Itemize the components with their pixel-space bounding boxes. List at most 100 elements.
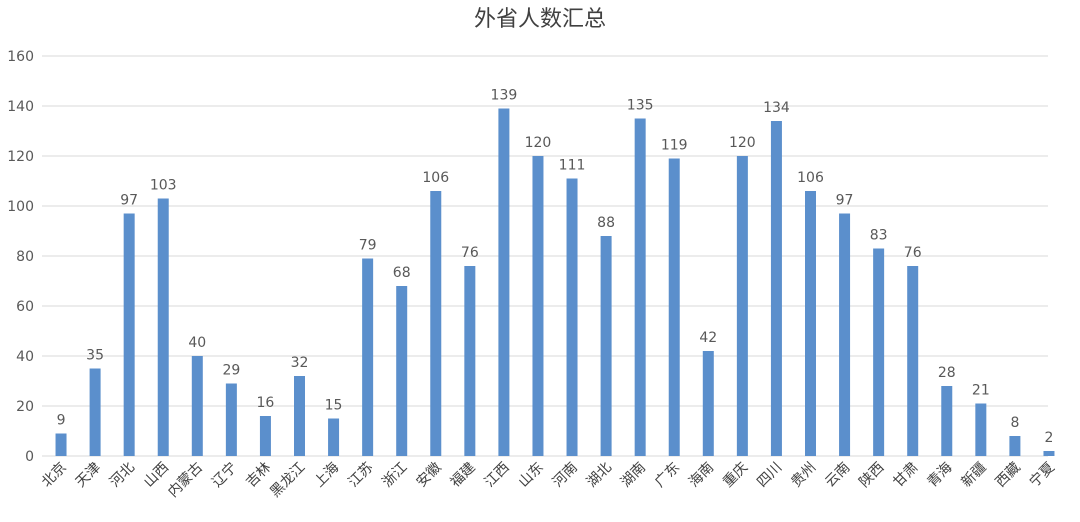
bar: [975, 403, 987, 456]
bar: [55, 433, 67, 456]
bar: [702, 351, 714, 456]
data-label: 134: [763, 100, 790, 116]
bar: [498, 108, 510, 456]
data-label: 106: [797, 170, 824, 186]
bar: [123, 213, 135, 456]
y-tick-label: 60: [16, 299, 34, 315]
x-category-label: 河南: [550, 460, 581, 491]
bar: [89, 368, 101, 456]
y-tick-label: 0: [25, 449, 34, 465]
x-category-label: 浙江: [379, 460, 410, 491]
data-label: 103: [150, 178, 177, 194]
data-label: 2: [1045, 430, 1054, 446]
data-label: 68: [393, 265, 411, 281]
bar: [259, 416, 271, 456]
data-label: 32: [291, 355, 309, 371]
data-label: 28: [938, 365, 956, 381]
x-category-label: 新疆: [959, 460, 990, 491]
data-labels: 9 35 97 103 40 29 16 32 15 79 68 106 76 139 120 111 88 13…: [57, 88, 1054, 447]
x-category-label: 广东: [652, 460, 683, 491]
data-label: 97: [836, 193, 854, 209]
data-label: 15: [325, 398, 343, 414]
gridlines: [42, 55, 1048, 457]
bar: [191, 356, 203, 456]
x-category-label: 河北: [107, 460, 138, 491]
x-category-label: 甘肃: [890, 460, 921, 491]
bar: [770, 121, 782, 456]
bar: [396, 286, 408, 456]
y-axis-ticks: 0 20 40 60 80 100 120 140 160: [7, 49, 34, 465]
x-category-label: 陕西: [856, 460, 887, 491]
bar: [157, 198, 169, 456]
y-tick-label: 40: [16, 349, 34, 365]
x-category-label: 云南: [822, 460, 853, 491]
bar: [736, 156, 748, 456]
y-tick-label: 160: [7, 49, 34, 65]
data-label: 106: [422, 170, 449, 186]
bar: [839, 213, 851, 456]
bar: [873, 248, 885, 456]
y-tick-label: 20: [16, 399, 34, 415]
bars: [55, 108, 1055, 456]
data-label: 76: [904, 245, 922, 261]
data-label: 76: [461, 245, 479, 261]
bar: [464, 266, 476, 456]
bar: [532, 156, 544, 456]
x-category-label: 湖南: [618, 460, 649, 491]
x-category-label: 天津: [73, 460, 104, 491]
bar: [328, 418, 340, 456]
bar: [907, 266, 919, 456]
x-category-label: 江西: [482, 460, 513, 491]
x-category-label: 青海: [924, 460, 955, 491]
data-label: 120: [729, 135, 756, 151]
x-category-label: 四川: [754, 460, 785, 491]
data-label: 16: [257, 395, 275, 411]
bar: [600, 236, 612, 456]
data-label: 35: [86, 348, 104, 364]
data-label: 9: [57, 413, 66, 429]
bar: [1009, 436, 1021, 456]
bar: [634, 118, 646, 456]
data-label: 135: [627, 98, 654, 114]
x-category-label: 内蒙古: [165, 460, 206, 501]
x-category-label: 上海: [311, 460, 342, 491]
x-category-label: 山东: [516, 460, 547, 491]
y-tick-label: 140: [7, 99, 34, 115]
bar: [805, 191, 816, 456]
bar: [362, 258, 374, 456]
x-category-label: 江苏: [345, 460, 376, 491]
x-category-label: 黑龙江: [267, 460, 308, 501]
data-label: 21: [972, 383, 990, 399]
data-label: 83: [870, 228, 888, 244]
data-label: 120: [525, 135, 552, 151]
data-label: 111: [559, 158, 586, 174]
bar: [294, 376, 305, 456]
x-category-label: 北京: [39, 460, 70, 491]
data-label: 79: [359, 238, 377, 254]
data-label: 88: [597, 215, 615, 231]
x-category-label: 湖北: [584, 460, 615, 491]
x-category-label: 海南: [686, 460, 717, 491]
bar: [1043, 451, 1055, 456]
bar: [566, 178, 578, 456]
x-category-label: 重庆: [720, 460, 751, 491]
bar: [225, 383, 237, 456]
x-category-label: 西藏: [993, 460, 1024, 491]
bar: [430, 191, 442, 456]
y-tick-label: 120: [7, 149, 34, 165]
x-category-label: 安徽: [413, 460, 444, 491]
data-label: 42: [699, 330, 717, 346]
data-label: 97: [120, 193, 138, 209]
x-category-label: 宁夏: [1026, 459, 1058, 491]
bar: [941, 386, 953, 456]
chart-title: 外省人数汇总: [474, 7, 606, 32]
x-category-label: 贵州: [788, 460, 819, 491]
data-label: 139: [491, 88, 518, 104]
bar: [668, 158, 680, 456]
x-category-label: 福建: [448, 460, 479, 491]
data-label: 40: [188, 335, 206, 351]
x-category-label: 辽宁: [208, 459, 240, 491]
data-label: 119: [661, 138, 688, 154]
